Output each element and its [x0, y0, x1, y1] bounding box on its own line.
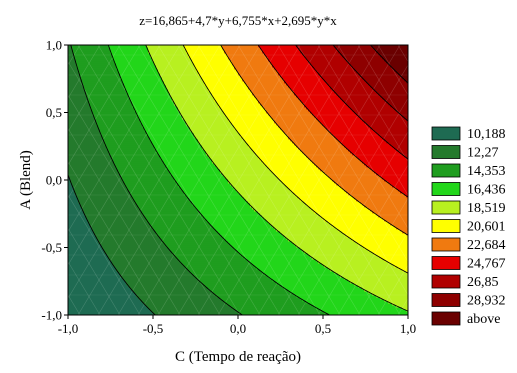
chart-title: z=16,865+4,7*y+6,755*x+2,695*y*x: [139, 13, 337, 28]
